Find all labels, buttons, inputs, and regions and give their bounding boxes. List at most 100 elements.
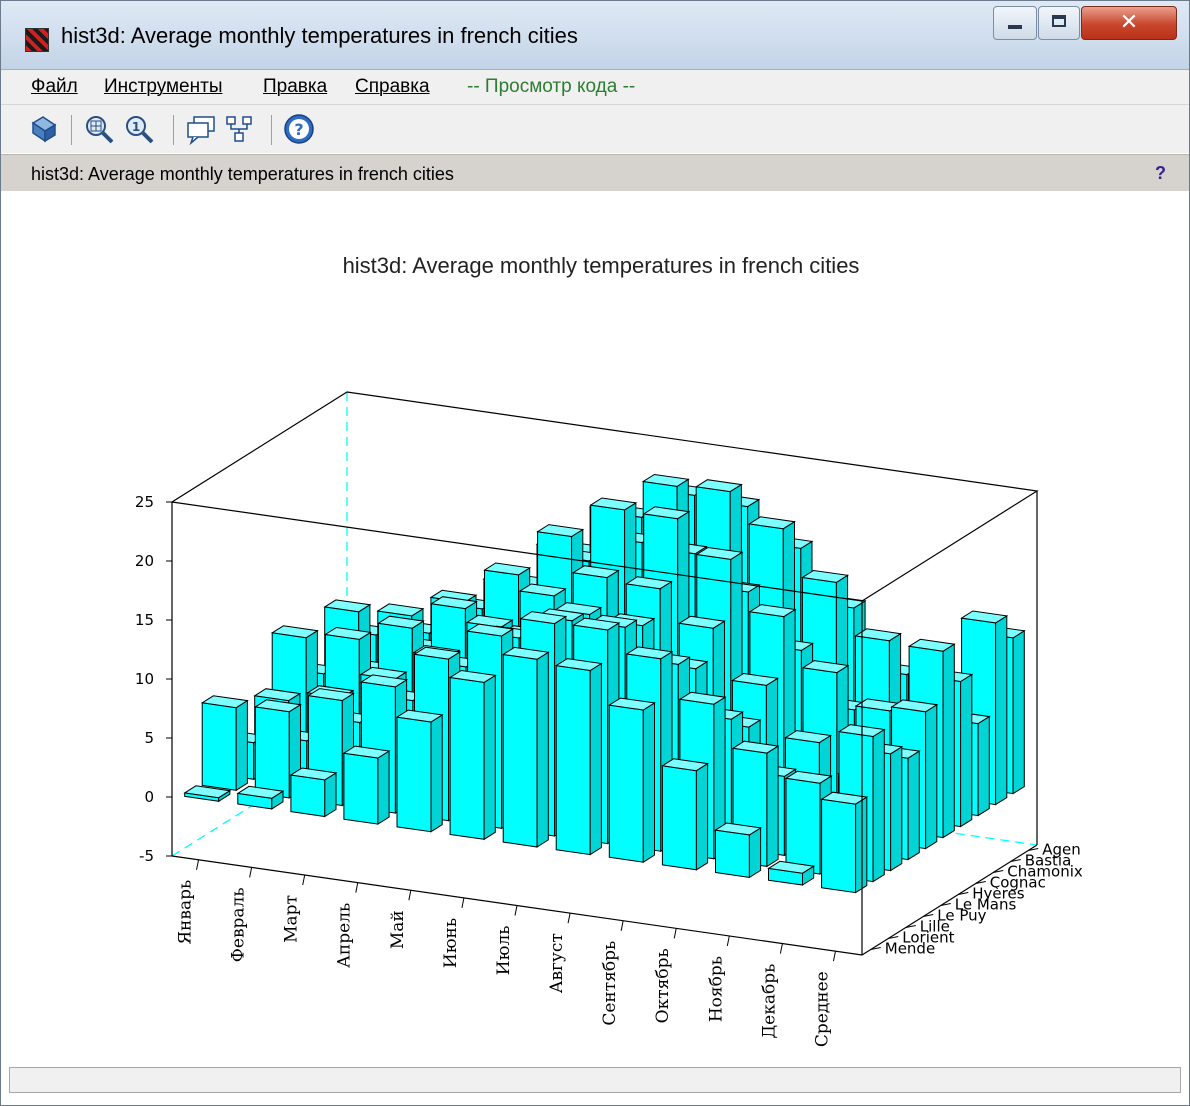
x-tick — [726, 935, 730, 947]
bar-top-face — [624, 576, 673, 590]
bar-top-face — [660, 758, 710, 772]
bar-top-face — [907, 638, 956, 652]
svg-text:?: ? — [294, 120, 303, 139]
bar-top-face — [253, 688, 302, 702]
menu-help[interactable]: Справка — [355, 76, 430, 97]
bar — [342, 745, 391, 826]
bar-side-face — [995, 614, 1008, 806]
bar-top-face — [571, 565, 620, 579]
x-tick-label: Среднее — [812, 971, 832, 1047]
bar — [289, 767, 338, 818]
bar-top-face — [678, 691, 727, 705]
bar-top-face — [641, 473, 690, 487]
bar — [501, 646, 550, 848]
bar-top-face — [767, 860, 816, 874]
x-tick-label: Декабрь — [759, 964, 779, 1039]
zoom-reset-icon[interactable]: 1 — [123, 113, 155, 145]
bar-front-face — [290, 774, 326, 818]
bar-top-face — [784, 770, 833, 784]
svg-text:1: 1 — [132, 120, 140, 134]
y-tick-label: Lille — [920, 918, 950, 936]
bar-top-face — [730, 672, 780, 686]
x-tick-label: Апрель — [335, 903, 355, 968]
bar-side-face — [855, 796, 868, 894]
bar-top-face — [183, 785, 232, 799]
toolbar-separator — [271, 115, 272, 145]
hist3d-chart[interactable]: hist3d: Average monthly temperatures in … — [1, 191, 1189, 1061]
bar-side-face — [960, 673, 973, 828]
bar-front-face — [449, 676, 485, 840]
bar-top-face — [607, 697, 656, 711]
bar-top-face — [483, 562, 532, 576]
y-tick — [1028, 848, 1039, 851]
z-tick-label: 20 — [135, 552, 154, 570]
bar-side-face — [235, 699, 248, 792]
y-tick — [1010, 859, 1021, 862]
bar-top-face — [306, 688, 355, 702]
title-bar[interactable]: hist3d: Average monthly temperatures in … — [1, 1, 1189, 70]
plot-area[interactable]: hist3d: Average monthly temperatures in … — [1, 191, 1189, 1061]
y-tick — [975, 881, 986, 884]
bar-top-face — [323, 626, 372, 640]
bar-top-face — [200, 695, 249, 709]
close-icon: ✕ — [1119, 9, 1139, 34]
bar-top-face — [466, 623, 515, 637]
x-tick — [514, 905, 518, 916]
x-tick — [461, 897, 465, 908]
rotate-icon[interactable] — [27, 113, 59, 145]
x-tick-label: Октябрь — [653, 948, 673, 1023]
bar — [448, 669, 497, 841]
x-tick-label: Февраль — [229, 887, 249, 962]
menu-file[interactable]: Файл — [31, 76, 78, 97]
zoom-in-icon[interactable] — [83, 113, 115, 145]
bar-top-face — [323, 599, 372, 613]
x-tick — [779, 943, 783, 954]
bar-side-face — [324, 771, 337, 818]
info-help-icon[interactable]: ? — [1155, 163, 1166, 183]
y-tick — [923, 914, 934, 917]
y-tick — [940, 903, 951, 906]
bar-side-face — [907, 750, 920, 861]
bar-top-face — [359, 674, 409, 688]
bar-side-face — [1012, 629, 1025, 795]
z-tick-label: 25 — [135, 493, 154, 511]
bar-side-face — [377, 750, 390, 826]
y-tick-label: Chamonix — [1007, 863, 1083, 881]
bar-top-face — [342, 745, 391, 759]
menu-tools[interactable]: Инструменты — [104, 76, 223, 97]
bar-top-face — [501, 646, 550, 660]
bar — [660, 758, 710, 871]
x-tick-label: Сентябрь — [600, 941, 620, 1026]
bars-group — [183, 473, 1026, 894]
menu-edit[interactable]: Правка — [263, 76, 328, 97]
bar-top-face — [800, 569, 850, 583]
bar-top-face — [253, 699, 302, 713]
bar-top-face — [747, 516, 796, 530]
bar-top-face — [854, 628, 903, 642]
bar-top-face — [695, 546, 744, 560]
bar-top-face — [625, 646, 674, 660]
minimize-button[interactable] — [993, 6, 1037, 40]
maximize-button[interactable] — [1038, 6, 1080, 40]
x-tick — [249, 867, 253, 878]
close-button[interactable]: ✕ — [1081, 6, 1177, 40]
bar-top-face — [748, 604, 797, 618]
z-tick-label: -5 — [139, 847, 154, 865]
bar-front-face — [785, 777, 821, 875]
bar-top-face — [270, 625, 319, 639]
graphic-editor-icon[interactable] — [223, 113, 255, 145]
menu-code-view[interactable]: -- Просмотр кода -- — [467, 76, 636, 97]
y-tick-label: Mende — [885, 940, 935, 958]
bar-top-face — [677, 615, 726, 629]
bar-front-face — [608, 704, 644, 863]
bar — [767, 860, 816, 886]
bar-front-face — [502, 653, 538, 848]
y-tick-label: Le Puy — [937, 907, 986, 925]
datatip-icon[interactable] — [185, 113, 217, 145]
x-tick — [832, 951, 836, 962]
bar-top-face — [890, 699, 939, 713]
bar-side-face — [890, 745, 903, 872]
bar-top-face — [395, 709, 444, 723]
bar-front-face — [396, 716, 432, 833]
help-icon[interactable]: ? — [283, 113, 315, 145]
